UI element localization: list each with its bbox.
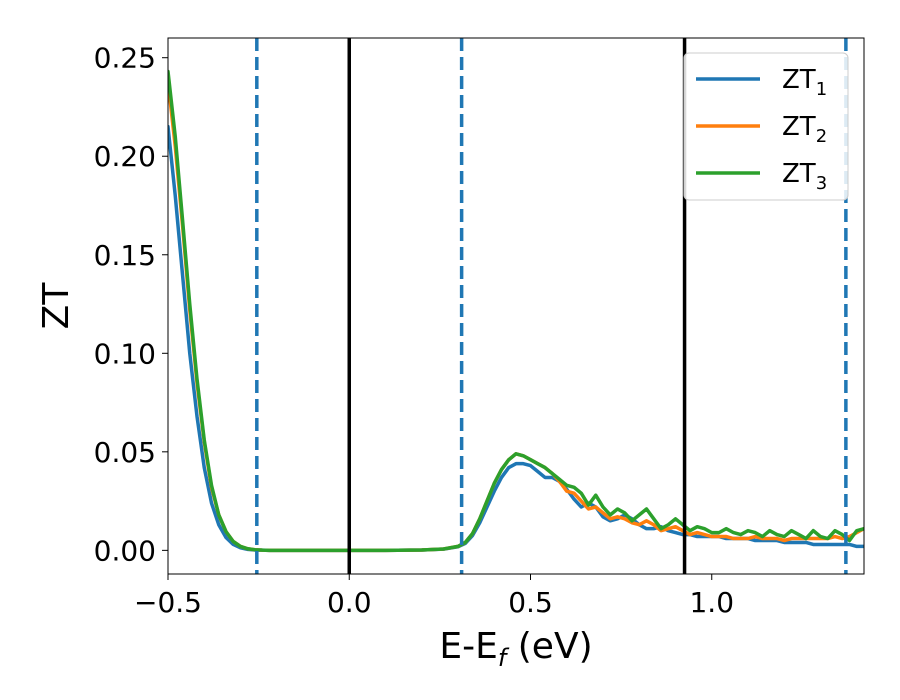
axes-frame — [167, 37, 865, 575]
legend-label-1: ZT1 — [782, 65, 827, 100]
x-tick-label: 0.0 — [327, 586, 372, 619]
legend-label-2: ZT2 — [782, 112, 827, 147]
x-tick-label: 0.5 — [508, 586, 553, 619]
plot-area: −0.5 0.0 0.5 1.0 0.00 0.05 0.10 0.15 0.20 0.25 E-E… — [36, 37, 865, 672]
x-axis-title: E-Ef (eV) — [439, 626, 592, 672]
series-line-3 — [168, 69, 864, 553]
y-axis-title: ZT — [36, 282, 77, 330]
legend: ZT1 ZT2 ZT3 — [683, 52, 849, 201]
legend-label-3: ZT3 — [782, 159, 827, 194]
y-tick-label: 0.05 — [94, 436, 156, 469]
y-tick-label: 0.10 — [94, 337, 156, 370]
x-tick-label: 1.0 — [689, 586, 734, 619]
y-tick-label: 0.15 — [94, 239, 156, 272]
legend-box — [683, 52, 849, 201]
y-tick-label: 0.25 — [94, 42, 156, 75]
y-tick-label: 0.20 — [94, 140, 156, 173]
y-tick-label: 0.00 — [94, 534, 156, 567]
x-tick-label: −0.5 — [134, 586, 202, 619]
